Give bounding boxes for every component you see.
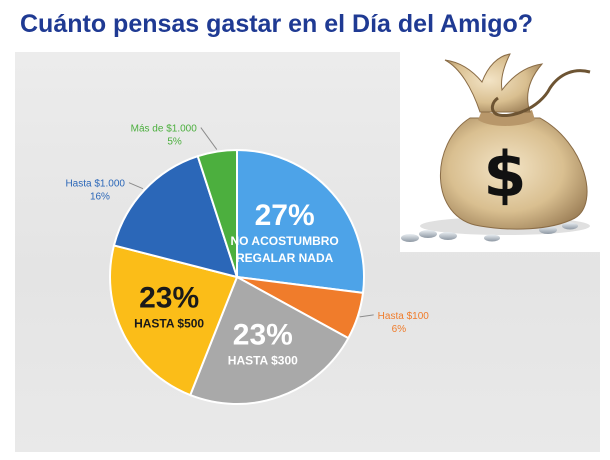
pie-slice-2 [188, 275, 350, 405]
page-title: Cuánto pensas gastar en el Día del Amigo… [20, 10, 534, 38]
pie-slices [109, 148, 365, 405]
slice-category-label-3-0: HASTA $500 [134, 317, 204, 331]
slice-category-label-2-0: HASTA $300 [228, 354, 298, 368]
slice-category-label-0-1: REGALAR NADA [236, 251, 334, 265]
money-bag-dollar-icon: $ [401, 53, 591, 242]
slice-value-label-4: 16% [90, 192, 110, 203]
pie-slice-5 [196, 148, 238, 278]
pie-slice-3 [109, 244, 239, 397]
slice-category-label-4: Hasta $1.000 [65, 179, 125, 190]
leader-line-4 [128, 182, 144, 190]
slice-value-label-0: 27% [255, 199, 315, 232]
slice-category-label-1: Hasta $100 [378, 311, 430, 322]
leader-line-1 [359, 314, 374, 318]
pie-slice-0 [236, 148, 365, 295]
slice-category-label-5: Más de $1.000 [131, 124, 198, 135]
leader-lines [128, 127, 374, 318]
pie-labels: 27% NO ACOSTUMBRO REGALAR NADA Hasta $100 6%… [65, 124, 429, 368]
svg-text:$: $ [483, 138, 526, 211]
slice-category-label-0-0: NO ACOSTUMBRO [231, 234, 339, 248]
pie-slice-4 [112, 154, 239, 279]
slice-value-label-2: 23% [233, 319, 293, 352]
slice-value-label-5: 5% [167, 137, 182, 148]
slice-value-label-1: 6% [392, 324, 407, 335]
slice-value-label-3: 23% [139, 282, 199, 315]
leader-line-5 [200, 127, 218, 150]
